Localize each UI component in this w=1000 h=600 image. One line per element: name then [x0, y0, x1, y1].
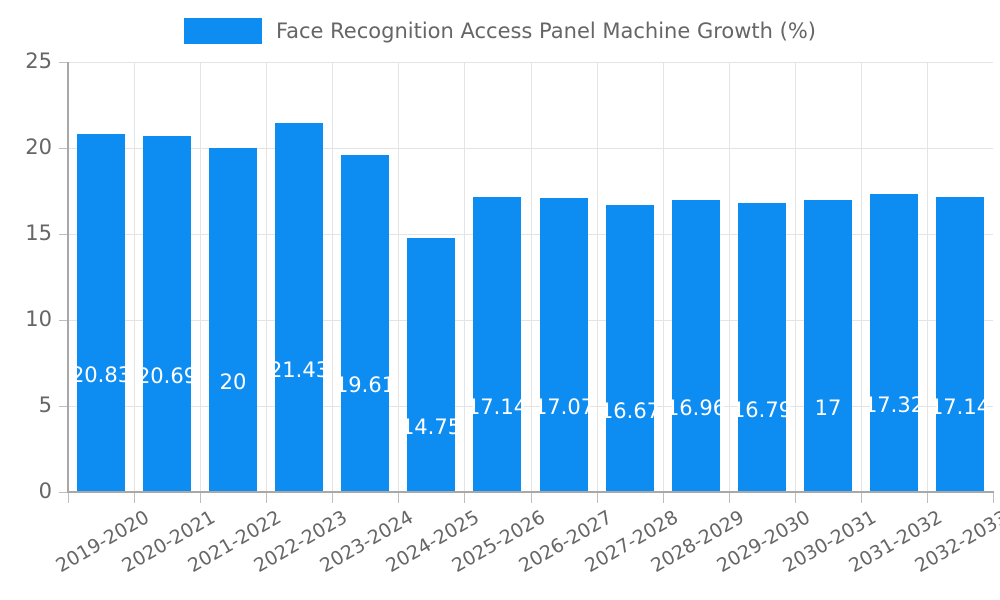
- bar[interactable]: [672, 200, 720, 492]
- gridline-horizontal: [68, 320, 993, 321]
- x-axis-tick: [531, 493, 532, 503]
- y-axis-tick: [59, 320, 68, 321]
- bar[interactable]: [407, 238, 455, 492]
- x-axis-tick: [200, 493, 201, 503]
- bar[interactable]: [275, 123, 323, 492]
- y-axis-tick: [59, 406, 68, 407]
- gridline-horizontal: [68, 62, 993, 63]
- y-axis-tick-label: 20: [25, 135, 52, 159]
- x-axis-tick: [993, 493, 994, 503]
- bar[interactable]: [936, 197, 984, 492]
- gridline-horizontal: [68, 148, 993, 149]
- x-axis-tick: [332, 493, 333, 503]
- gridline-vertical: [200, 62, 201, 492]
- y-axis-tick-label: 10: [25, 307, 52, 331]
- bar[interactable]: [77, 134, 125, 492]
- y-axis-tick-label: 25: [25, 49, 52, 73]
- x-axis-line: [68, 491, 994, 493]
- x-axis-tick: [464, 493, 465, 503]
- gridline-vertical: [332, 62, 333, 492]
- x-axis-tick: [266, 493, 267, 503]
- x-axis-tick: [927, 493, 928, 503]
- plot-area: 20.83 20.69 20 21.43 19.61 14.75 17.14 17.07 16.…: [68, 62, 993, 492]
- bar[interactable]: [870, 194, 918, 492]
- gridline-vertical: [927, 62, 928, 492]
- bar[interactable]: [606, 205, 654, 492]
- gridline-vertical: [531, 62, 532, 492]
- y-axis-tick: [59, 492, 68, 493]
- y-axis-tick: [59, 62, 68, 63]
- y-axis-tick-label: 5: [38, 393, 52, 417]
- gridline-vertical: [464, 62, 465, 492]
- legend-label: Face Recognition Access Panel Machine Gr…: [275, 18, 816, 43]
- legend-item-series-1[interactable]: Face Recognition Access Panel Machine Gr…: [183, 18, 816, 44]
- y-axis-tick-label: 15: [25, 221, 52, 245]
- legend-swatch-icon: [183, 18, 262, 44]
- y-axis-tick-label: 0: [38, 479, 52, 503]
- gridline-vertical: [795, 62, 796, 492]
- gridline-vertical: [729, 62, 730, 492]
- x-axis-tick: [134, 493, 135, 503]
- gridline-vertical: [266, 62, 267, 492]
- x-axis-tick: [398, 493, 399, 503]
- bar[interactable]: [738, 203, 786, 492]
- bar[interactable]: [473, 197, 521, 492]
- y-axis-tick: [59, 148, 68, 149]
- bar[interactable]: [804, 200, 852, 492]
- bar[interactable]: [341, 155, 389, 492]
- x-axis-tick: [861, 493, 862, 503]
- gridline-horizontal: [68, 406, 993, 407]
- y-axis-tick: [59, 234, 68, 235]
- x-axis-tick: [729, 493, 730, 503]
- gridline-vertical: [663, 62, 664, 492]
- x-axis-tick: [663, 493, 664, 503]
- bar[interactable]: [540, 198, 588, 492]
- gridline-vertical: [134, 62, 135, 492]
- x-axis-tick: [795, 493, 796, 503]
- gridline-vertical: [597, 62, 598, 492]
- x-axis-tick: [68, 493, 69, 503]
- gridline-vertical: [861, 62, 862, 492]
- chart-legend: Face Recognition Access Panel Machine Gr…: [0, 12, 1000, 50]
- bar[interactable]: [209, 148, 257, 492]
- x-axis-tick: [597, 493, 598, 503]
- gridline-horizontal: [68, 234, 993, 235]
- y-axis-line: [67, 62, 69, 493]
- bar[interactable]: [143, 136, 191, 492]
- gridline-vertical: [398, 62, 399, 492]
